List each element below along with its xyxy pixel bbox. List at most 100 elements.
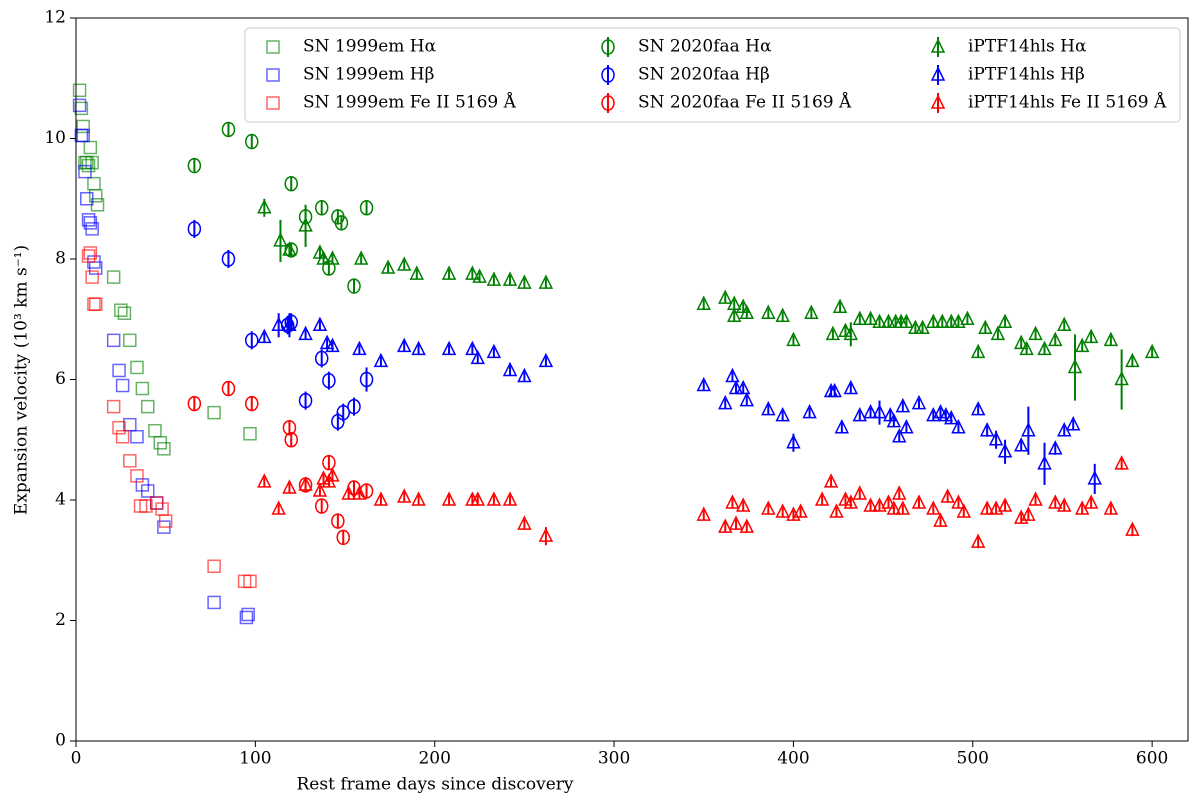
marker (1103, 500, 1119, 515)
marker (988, 500, 1004, 515)
marker (123, 417, 137, 432)
marker (988, 431, 1004, 446)
marker (832, 298, 848, 313)
marker (997, 497, 1013, 512)
marker (786, 331, 801, 347)
marker (718, 394, 733, 410)
marker (1074, 337, 1090, 353)
legend-label: SN 2020faa Hβ (638, 65, 770, 85)
marker (397, 337, 412, 353)
marker (245, 395, 259, 412)
marker (735, 379, 751, 395)
marker (341, 485, 356, 500)
marker (834, 419, 850, 434)
marker (257, 199, 272, 214)
marker (314, 200, 329, 216)
marker (81, 249, 96, 263)
marker (775, 406, 790, 422)
marker (956, 503, 972, 518)
marker (538, 527, 554, 542)
marker (271, 500, 286, 515)
marker (1013, 437, 1029, 452)
marker (115, 378, 130, 393)
marker (239, 610, 254, 625)
marker (601, 67, 615, 83)
marker (1057, 497, 1072, 512)
marker (1087, 470, 1102, 485)
marker (322, 260, 336, 276)
marker (331, 513, 345, 529)
marker (786, 434, 801, 449)
marker (470, 491, 485, 506)
marker (486, 271, 502, 286)
marker (899, 419, 914, 434)
marker (517, 515, 532, 530)
marker (81, 213, 96, 227)
marker (130, 360, 144, 375)
marker (502, 491, 518, 506)
legend-label: SN 2020faa Fe II 5169 Å (638, 92, 852, 113)
marker (85, 155, 99, 170)
marker (823, 473, 839, 488)
marker (739, 391, 755, 407)
marker (517, 367, 532, 383)
marker (472, 268, 487, 283)
marker (298, 476, 313, 491)
x-tick-label: 300 (598, 749, 630, 769)
marker (827, 382, 842, 398)
marker (951, 494, 966, 509)
marker (1065, 416, 1081, 431)
marker (411, 491, 426, 506)
marker (990, 325, 1006, 341)
marker (727, 307, 742, 322)
marker (1048, 494, 1063, 509)
marker (76, 128, 90, 143)
x-tick-label: 0 (71, 749, 82, 769)
marker (930, 94, 946, 109)
marker (970, 400, 986, 416)
marker (130, 429, 144, 444)
marker (157, 442, 171, 456)
marker (1083, 494, 1099, 509)
marker (881, 494, 896, 509)
marker (397, 256, 412, 271)
marker (886, 500, 902, 515)
marker (298, 217, 313, 232)
legend-frame (244, 27, 1181, 123)
marker (312, 482, 328, 497)
y-tick-label: 2 (55, 610, 66, 630)
marker (117, 306, 132, 320)
marker (775, 503, 790, 518)
marker (112, 363, 126, 378)
marker (718, 289, 733, 304)
marker (465, 265, 480, 280)
marker (74, 101, 89, 116)
marker (908, 319, 923, 335)
marker (502, 361, 518, 377)
marker (207, 595, 221, 610)
marker (761, 304, 776, 319)
marker (978, 319, 993, 335)
marker (112, 420, 126, 435)
marker (696, 295, 711, 310)
marker (944, 409, 959, 425)
marker (935, 313, 950, 329)
legend-label: SN 1999em Hα (303, 37, 437, 57)
legend-label: SN 2020faa Hα (638, 37, 772, 57)
marker (123, 333, 137, 348)
marker (997, 443, 1013, 458)
marker (245, 133, 259, 150)
legend: SN 1999em Hα SN 1999em Hβ SN 1999em Fe II … (244, 27, 1181, 123)
x-tick-label: 400 (777, 749, 809, 769)
marker (486, 491, 502, 506)
marker (601, 39, 615, 55)
marker (825, 325, 841, 341)
marker (895, 500, 911, 515)
marker (221, 380, 236, 397)
marker (441, 491, 457, 506)
marker (852, 485, 867, 500)
marker (1103, 331, 1119, 347)
marker (863, 310, 878, 325)
marker (979, 500, 995, 515)
